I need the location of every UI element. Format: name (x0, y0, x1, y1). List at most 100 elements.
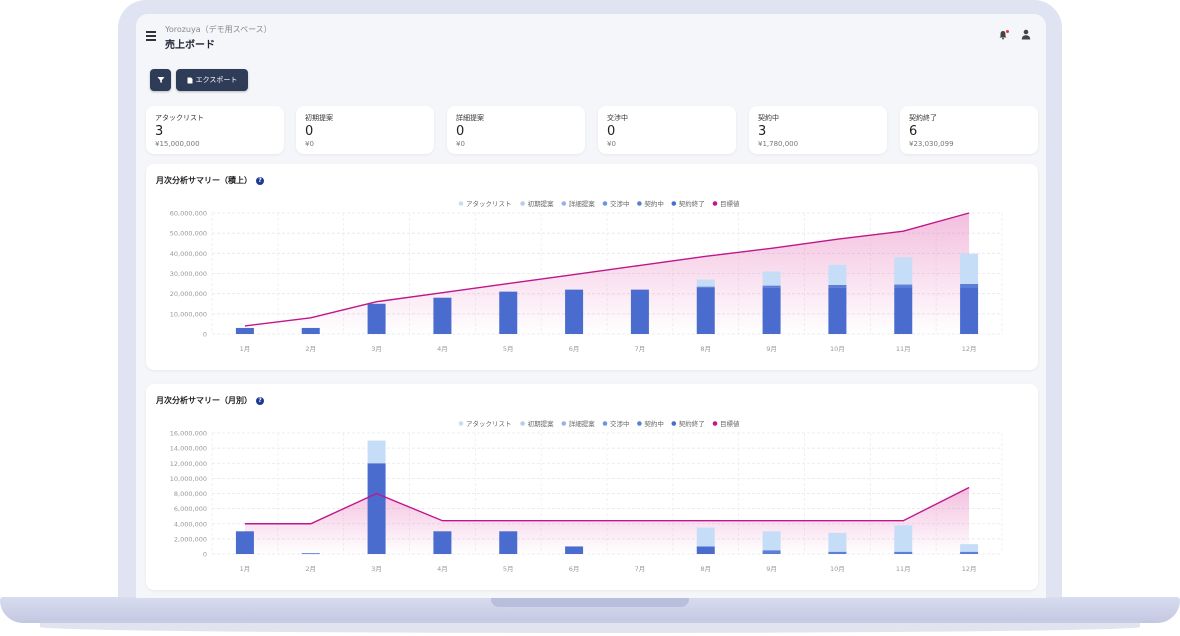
legend-label: 交渉中 (610, 419, 630, 428)
laptop-notch (491, 597, 689, 607)
stat-label: 交渉中 (607, 114, 628, 122)
x-tick-label: 7月 (635, 345, 646, 353)
bar-アタックリスト (696, 279, 715, 287)
page-title: 売上ボード (165, 40, 215, 51)
bar-契約中 (696, 286, 715, 288)
stat-count: 0 (456, 124, 465, 139)
stat-label: 契約中 (758, 114, 779, 122)
x-tick-label: 11月 (896, 345, 911, 353)
stat-amount: ¥0 (456, 140, 465, 148)
legend-item: 目標値 (712, 199, 740, 208)
bar-契約中 (960, 551, 979, 554)
filter-icon (157, 77, 164, 83)
x-tick-label: 4月 (437, 345, 448, 353)
bar-契約終了 (301, 553, 320, 555)
legend-item: 詳細提案 (561, 419, 596, 428)
y-tick-label: 0 (203, 551, 207, 559)
stat-amount: ¥15,000,000 (155, 140, 200, 148)
legend-item: アタックリスト (458, 199, 512, 208)
x-tick-label: 2月 (305, 345, 316, 353)
legend-label: 詳細提案 (569, 199, 596, 208)
bar-契約終了 (433, 531, 452, 554)
menu-icon[interactable] (146, 31, 156, 43)
legend-dot (520, 201, 525, 206)
bar-アタックリスト (696, 527, 715, 547)
bar-契約終了 (235, 531, 254, 554)
stat-count: 6 (909, 124, 918, 139)
cumulative-summary-title: 月次分析サマリー（積上） ? (156, 175, 264, 186)
legend-dot (458, 201, 464, 206)
legend-dot (712, 201, 718, 206)
stat-amount: ¥0 (305, 140, 314, 148)
bar-契約中 (960, 283, 979, 288)
cumulative-summary-card: 月次分析サマリー（積上） ? アタックリスト 初期提案 詳細提案 交渉中 契約中 契約終了… (146, 164, 1038, 370)
legend-item: 交渉中 (602, 199, 630, 208)
y-tick-label: 4,000,000 (174, 520, 207, 528)
bar-契約終了 (433, 297, 452, 334)
x-tick-label: 4月 (437, 565, 448, 573)
help-icon[interactable]: ? (256, 176, 264, 185)
legend-item: 初期提案 (520, 199, 554, 208)
export-label: エクスポート (195, 76, 238, 84)
bar-契約終了 (630, 289, 649, 334)
stat-card[interactable]: アタックリスト 3 ¥15,000,000 (146, 106, 284, 154)
bar-契約終了 (235, 327, 254, 334)
bar-契約終了 (894, 287, 913, 334)
stat-card[interactable]: 契約中 3 ¥1,780,000 (749, 106, 887, 154)
stat-card[interactable]: 詳細提案 0 ¥0 (447, 106, 585, 154)
bell-icon[interactable] (998, 30, 1008, 40)
x-tick-label: 8月 (700, 345, 711, 353)
chart-title-text: 月次分析サマリー（積上） (156, 176, 252, 185)
stat-label: 詳細提案 (456, 114, 484, 122)
x-tick-label: 8月 (700, 565, 711, 573)
monthly-summary-title: 月次分析サマリー（月別） ? (156, 395, 264, 406)
legend-label: 詳細提案 (569, 419, 596, 428)
bar-アタックリスト (828, 532, 847, 552)
export-button[interactable]: エクスポート (176, 69, 248, 91)
user-icon[interactable] (1021, 29, 1031, 40)
stat-card[interactable]: 契約終了 6 ¥23,030,099 (900, 106, 1038, 154)
bar-契約中 (894, 551, 913, 554)
x-tick-label: 12月 (962, 345, 977, 353)
bar-アタックリスト (367, 440, 386, 464)
y-tick-label: 10,000,000 (170, 475, 207, 483)
legend-label: 初期提案 (528, 419, 555, 428)
bar-契約中 (762, 550, 781, 554)
x-tick-label: 11月 (896, 565, 911, 573)
bar-アタックリスト (762, 271, 781, 286)
bar-契約終了 (960, 287, 979, 334)
legend-dot (637, 201, 642, 206)
legend-item: 交渉中 (602, 419, 630, 428)
y-tick-label: 40,000,000 (170, 250, 207, 258)
x-tick-label: 1月 (240, 345, 251, 353)
legend-dot (561, 201, 567, 206)
y-tick-label: 8,000,000 (174, 490, 207, 498)
stat-card[interactable]: 交渉中 0 ¥0 (598, 106, 736, 154)
legend-label: アタックリスト (466, 419, 512, 428)
x-tick-label: 10月 (830, 345, 845, 353)
filter-button[interactable] (150, 69, 171, 91)
legend-label: アタックリスト (466, 199, 512, 208)
x-tick-label: 3月 (371, 345, 382, 353)
help-icon[interactable]: ? (256, 396, 264, 405)
stat-amount: ¥0 (607, 140, 616, 148)
bar-アタックリスト (894, 525, 913, 552)
legend-item: 初期提案 (520, 419, 554, 428)
legend-item: 契約終了 (671, 419, 705, 428)
y-tick-label: 16,000,000 (170, 430, 207, 438)
y-tick-label: 10,000,000 (170, 310, 207, 318)
bar-契約終了 (367, 463, 386, 554)
bar-アタックリスト (762, 531, 781, 551)
bar-契約終了 (565, 289, 584, 334)
legend-item: 詳細提案 (561, 199, 596, 208)
bar-契約中 (894, 284, 913, 288)
y-tick-label: 20,000,000 (170, 290, 207, 298)
x-tick-label: 9月 (766, 565, 777, 573)
stat-card[interactable]: 初期提案 0 ¥0 (296, 106, 434, 154)
legend-item: 契約中 (637, 199, 664, 208)
app-screen: Yorozuya（デモ用スペース） 売上ボード エクスポート アタックリスト 3 ¥… (136, 14, 1046, 598)
bar-契約終了 (696, 287, 715, 334)
bar-アタックリスト (828, 264, 847, 285)
legend-item: 契約中 (637, 419, 664, 428)
y-tick-label: 0 (203, 331, 207, 339)
